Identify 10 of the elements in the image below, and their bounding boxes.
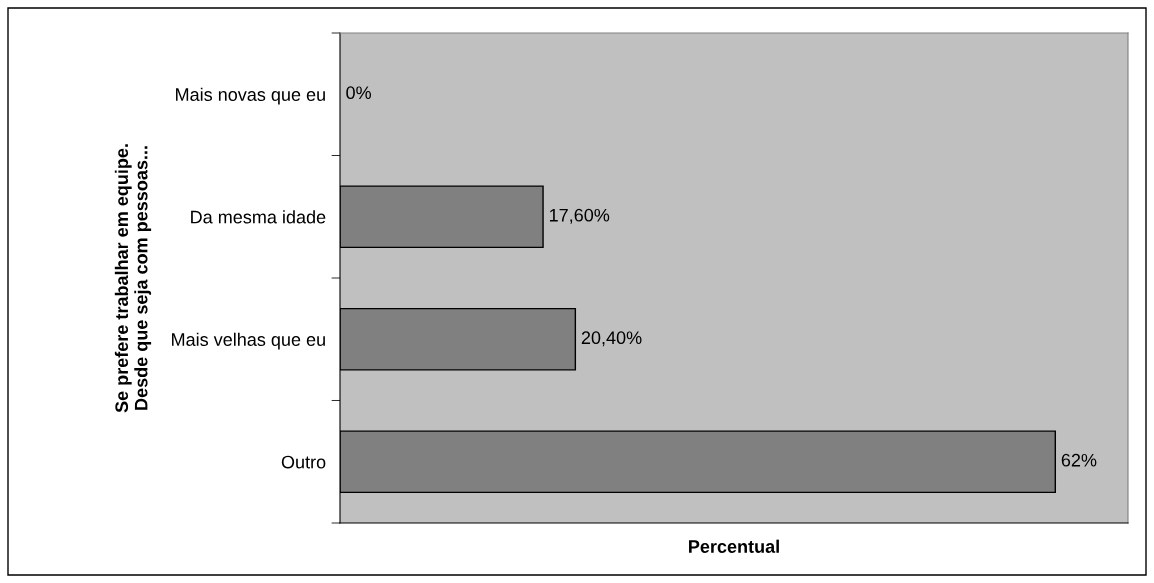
x-axis-title: Percentual xyxy=(689,539,779,553)
data-label: 62% xyxy=(1061,453,1097,467)
data-label: 0% xyxy=(346,86,372,100)
data-label: 20,40% xyxy=(581,331,642,347)
y-tick-label: Mais novas que eu xyxy=(176,87,325,105)
y-axis-title: Se prefere trabalhar em equipe. Desde que seja com pessoas... xyxy=(114,144,152,413)
y-tick-label: Mais velhas que eu xyxy=(172,332,325,350)
data-label: 17,60% xyxy=(549,208,610,224)
y-tick-label: Outro xyxy=(281,455,326,469)
y-tick-label: Da mesma idade xyxy=(191,210,326,224)
